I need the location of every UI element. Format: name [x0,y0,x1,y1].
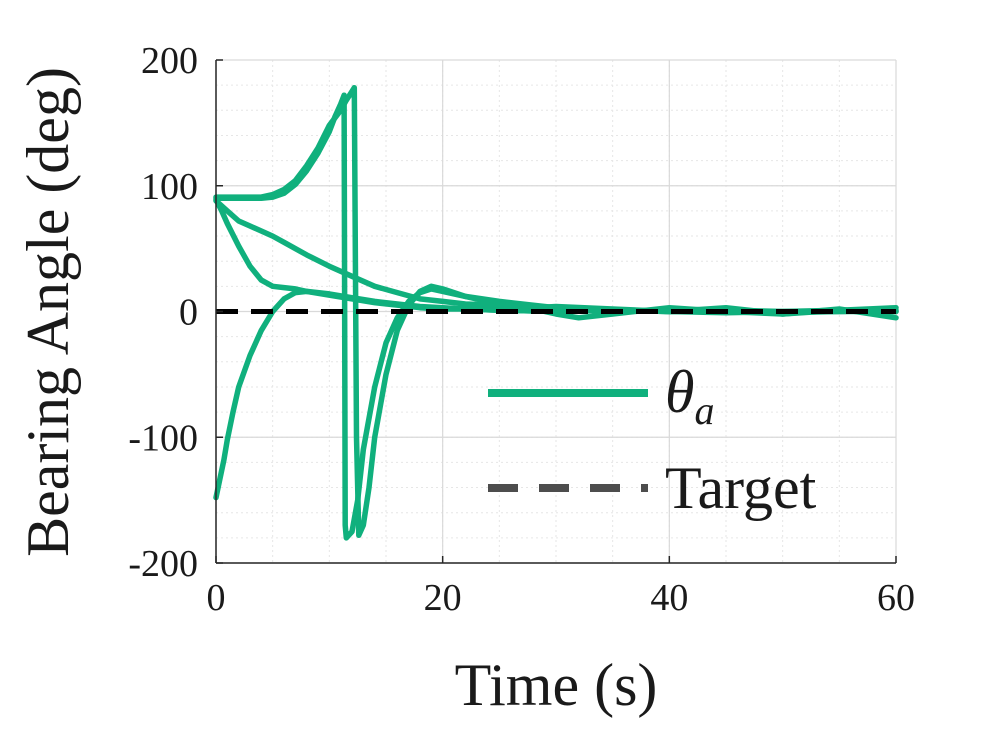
x-tick-label: 20 [424,577,462,619]
y-tick-label: 0 [179,292,198,334]
y-tick-label: 100 [141,166,198,208]
x-tick-label: 0 [207,577,226,619]
y-tick-label: -100 [128,417,198,459]
x-axis-title: Time (s) [455,652,658,718]
x-tick-label: 60 [877,577,915,619]
legend-label-theta: θa [665,359,714,433]
tick-labels: 0 20 40 60 200 100 0 -100 -200 [128,40,915,619]
y-axis-title: Bearing Angle (deg) [15,67,81,557]
legend-theta-subscript: a [694,388,714,433]
legend-label-target: Target [665,455,817,521]
series-line-2 [213,84,899,539]
y-tick-label: -200 [128,543,198,585]
axes [215,59,897,564]
legend: θa Target [488,359,817,521]
y-tick-label: 200 [141,40,198,82]
x-tick-label: 40 [650,577,688,619]
legend-theta-symbol: θ [665,359,694,425]
